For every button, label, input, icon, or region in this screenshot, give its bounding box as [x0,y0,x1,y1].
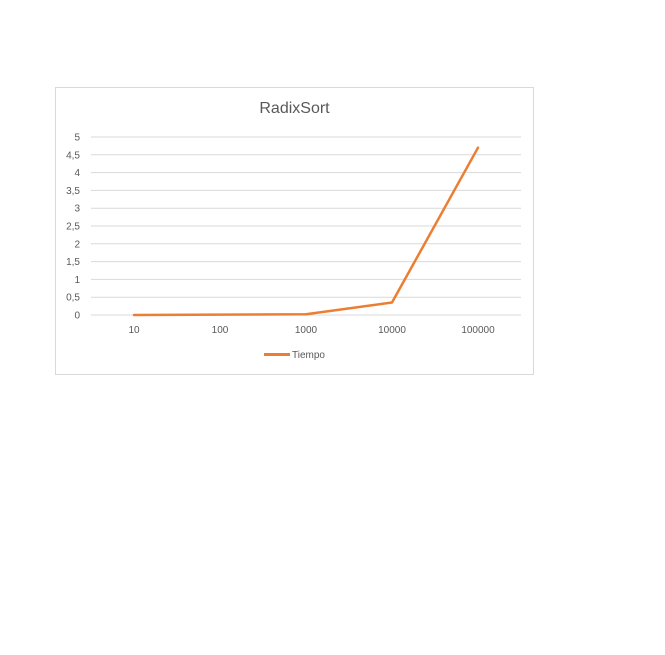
x-tick-label: 100 [212,325,229,336]
y-tick-label: 1 [74,275,80,286]
plot-area: 0 0,5 1 1,5 2 2,5 3 3,5 4 4,5 5 10 100 1000 10000 1000… [66,133,521,336]
x-tick-label: 10000 [378,325,406,336]
y-tick-label: 4 [74,168,80,179]
y-tick-label: 3,5 [66,186,80,197]
series-lines [132,146,480,317]
x-axis-tick-labels: 10 100 1000 10000 100000 [128,325,495,336]
y-tick-label: 2 [74,239,80,250]
legend-label-tiempo: Tiempo [292,350,325,361]
y-tick-label: 2,5 [66,222,80,233]
legend: Tiempo [56,350,533,361]
y-tick-label: 0,5 [66,293,80,304]
y-tick-label: 3 [74,204,80,215]
y-tick-label: 0 [74,311,80,322]
x-tick-label: 10 [128,325,140,336]
y-axis-tick-labels: 0 0,5 1 1,5 2 2,5 3 3,5 4 4,5 5 [66,133,80,322]
x-tick-label: 1000 [295,325,318,336]
grid-lines [91,136,521,316]
series-line-tiempo [132,146,480,317]
y-tick-label: 4,5 [66,150,80,161]
x-tick-label: 100000 [461,325,495,336]
chart-title: RadixSort [259,100,330,117]
legend-swatch-tiempo [264,352,290,356]
y-tick-label: 1,5 [66,257,80,268]
y-tick-label: 5 [74,133,80,144]
chart-frame: RadixSort 0 0,5 1 1,5 2 2,5 3 3,5 4 4,5 5 10 100 100… [55,87,534,375]
